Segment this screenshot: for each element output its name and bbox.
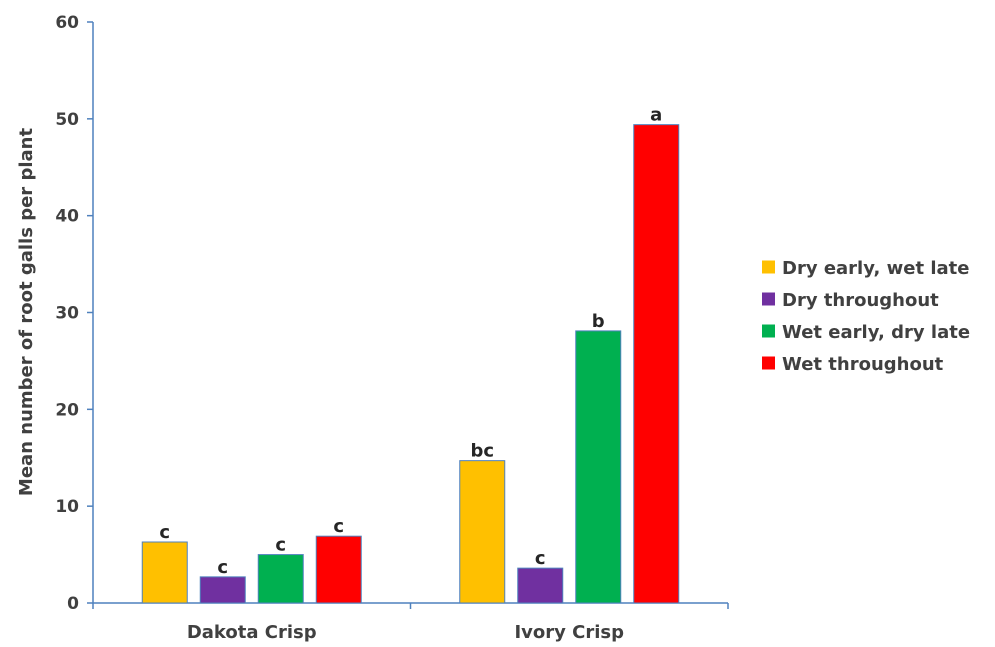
y-tick-label: 30: [55, 304, 79, 324]
legend-label: Dry early, wet late: [782, 258, 970, 279]
significance-label: c: [275, 535, 286, 556]
bar: [257, 554, 304, 604]
y-tick-label: 50: [55, 110, 79, 130]
bar: [315, 535, 362, 604]
significance-label: c: [159, 522, 170, 543]
legend: Dry early, wet late Dry throughout Wet ear…: [762, 258, 970, 375]
bar: [575, 330, 622, 604]
significance-label: c: [535, 548, 546, 569]
legend-swatch: [762, 260, 775, 274]
legend-label: Dry throughout: [782, 290, 939, 311]
bars: c c c c bc c b a: [141, 105, 680, 604]
bar: [141, 541, 188, 604]
y-tick-label: 40: [55, 207, 79, 227]
bar: [459, 460, 506, 604]
significance-label: b: [592, 311, 605, 332]
y-axis: 0 10 20 30 40 50 60: [55, 13, 94, 614]
y-axis-title: Mean number of root galls per plant: [16, 128, 37, 497]
x-category-label: Ivory Crisp: [514, 622, 624, 643]
y-tick-label: 60: [55, 13, 79, 33]
y-tick-label: 0: [67, 594, 79, 614]
legend-swatch: [762, 356, 775, 370]
significance-label: bc: [470, 441, 494, 462]
y-tick-label: 20: [55, 400, 79, 420]
legend-swatch: [762, 292, 775, 306]
significance-label: c: [333, 516, 344, 537]
x-category-label: Dakota Crisp: [187, 622, 317, 643]
significance-label: c: [217, 557, 228, 578]
legend-label: Wet early, dry late: [782, 322, 970, 343]
bar: [199, 576, 246, 604]
legend-label: Wet throughout: [782, 354, 944, 375]
bar: [633, 124, 680, 604]
y-tick-label: 10: [55, 497, 79, 517]
significance-label: a: [650, 105, 662, 126]
legend-swatch: [762, 324, 775, 338]
x-axis: Dakota Crisp Ivory Crisp: [92, 602, 729, 643]
bar: [517, 567, 564, 604]
